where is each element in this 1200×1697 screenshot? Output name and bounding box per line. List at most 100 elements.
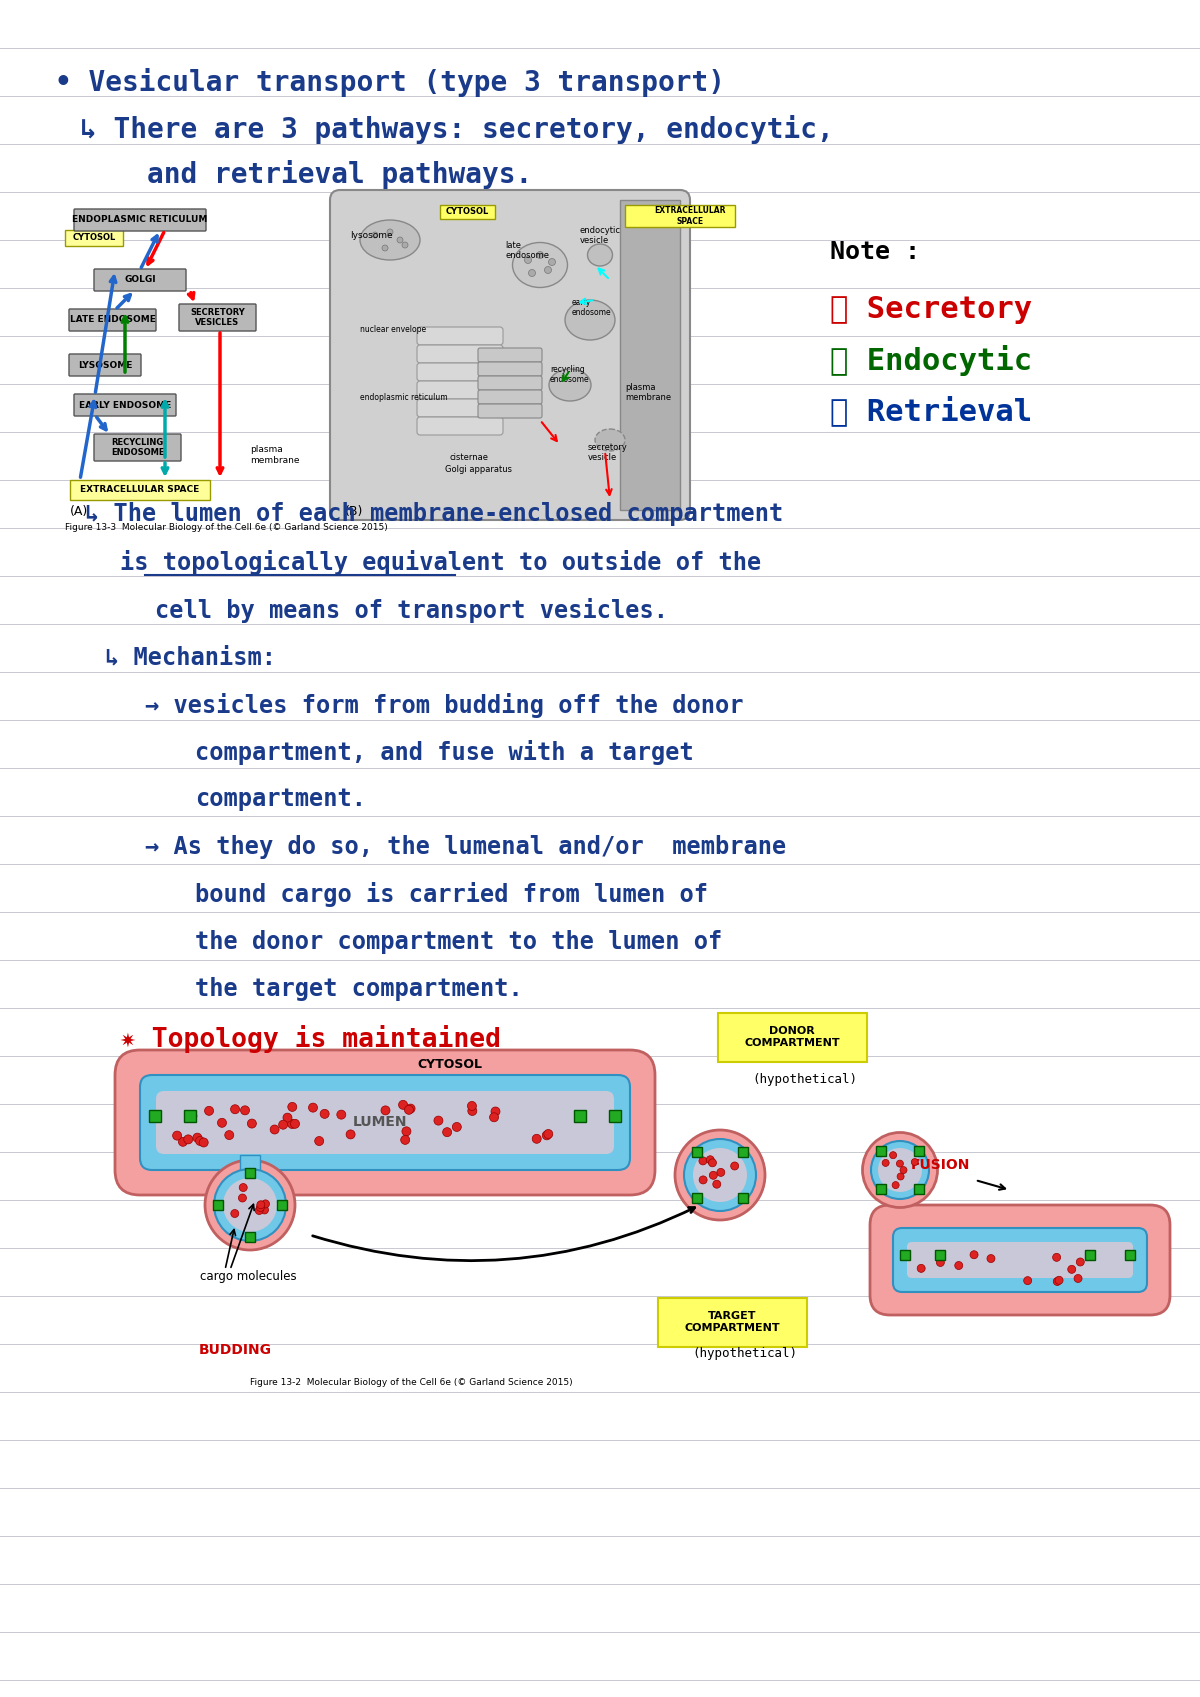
Bar (738, 1147, 748, 1157)
Text: (hypothetical): (hypothetical) (752, 1074, 858, 1086)
Ellipse shape (900, 1166, 907, 1174)
Ellipse shape (204, 1106, 214, 1115)
Text: cisternae: cisternae (450, 453, 490, 462)
Bar (692, 1147, 702, 1157)
Bar (738, 1193, 748, 1203)
Ellipse shape (337, 1110, 346, 1118)
Text: TARGET
COMPARTMENT: TARGET COMPARTMENT (684, 1312, 780, 1332)
Ellipse shape (397, 238, 403, 243)
Text: EXTRACELLULAR
SPACE: EXTRACELLULAR SPACE (654, 207, 726, 226)
Text: nuclear envelope: nuclear envelope (360, 326, 426, 334)
Text: is topologically equivalent to outside of the: is topologically equivalent to outside o… (120, 550, 761, 575)
Text: (B): (B) (346, 506, 364, 518)
Text: CYTOSOL: CYTOSOL (72, 234, 115, 243)
Ellipse shape (434, 1117, 443, 1125)
Ellipse shape (223, 1178, 277, 1232)
Ellipse shape (491, 1106, 500, 1117)
Text: LYSOSOME: LYSOSOME (78, 360, 132, 370)
Ellipse shape (468, 1106, 476, 1115)
Ellipse shape (955, 1261, 962, 1269)
Ellipse shape (533, 1134, 541, 1144)
Ellipse shape (550, 368, 592, 400)
Text: Figure 13-2  Molecular Biology of the Cell 6e (© Garland Science 2015): Figure 13-2 Molecular Biology of the Cel… (250, 1378, 572, 1386)
Ellipse shape (1055, 1276, 1063, 1285)
Ellipse shape (674, 1130, 766, 1220)
Ellipse shape (528, 270, 535, 277)
Ellipse shape (892, 1181, 899, 1188)
Ellipse shape (536, 251, 544, 258)
Bar (1126, 1251, 1135, 1259)
Text: (A): (A) (70, 506, 89, 518)
Ellipse shape (314, 1137, 324, 1145)
Text: ENDOPLASMIC RETICULUM: ENDOPLASMIC RETICULUM (72, 216, 208, 224)
Bar (876, 1185, 886, 1195)
Ellipse shape (199, 1139, 209, 1147)
Text: FUSION: FUSION (911, 1157, 970, 1173)
Text: ✷ Topology is maintained: ✷ Topology is maintained (120, 1025, 502, 1054)
Ellipse shape (262, 1200, 270, 1208)
FancyBboxPatch shape (65, 231, 124, 246)
Ellipse shape (731, 1162, 739, 1169)
Text: SECRETORY
VESICLES: SECRETORY VESICLES (190, 307, 245, 328)
FancyBboxPatch shape (70, 480, 210, 501)
Ellipse shape (239, 1195, 246, 1201)
Text: ① Secretory: ① Secretory (830, 295, 1032, 324)
Ellipse shape (708, 1159, 716, 1168)
FancyBboxPatch shape (74, 209, 206, 231)
Text: DONOR
COMPARTMENT: DONOR COMPARTMENT (744, 1027, 840, 1047)
Text: lysosome: lysosome (350, 231, 392, 239)
Text: (hypothetical): (hypothetical) (692, 1346, 798, 1359)
Text: CYTOSOL: CYTOSOL (445, 207, 488, 217)
FancyBboxPatch shape (478, 377, 542, 390)
Text: the target compartment.: the target compartment. (194, 977, 523, 1001)
Ellipse shape (542, 1130, 551, 1140)
Text: late
endosome: late endosome (505, 241, 550, 260)
Ellipse shape (544, 1130, 553, 1139)
Ellipse shape (896, 1161, 904, 1168)
Ellipse shape (490, 1113, 498, 1122)
Ellipse shape (700, 1176, 707, 1185)
Ellipse shape (257, 1201, 265, 1208)
Text: early
endosome: early endosome (572, 297, 612, 317)
Ellipse shape (380, 1106, 390, 1115)
FancyBboxPatch shape (418, 382, 503, 399)
Ellipse shape (360, 221, 420, 260)
FancyBboxPatch shape (240, 1156, 260, 1185)
Ellipse shape (406, 1105, 415, 1113)
Ellipse shape (698, 1157, 707, 1164)
FancyBboxPatch shape (70, 309, 156, 331)
Text: plasma
membrane: plasma membrane (625, 382, 671, 402)
Ellipse shape (214, 1169, 286, 1241)
FancyBboxPatch shape (74, 394, 176, 416)
Bar (610, 1110, 622, 1122)
Ellipse shape (224, 1130, 234, 1140)
FancyBboxPatch shape (478, 390, 542, 404)
Ellipse shape (1074, 1274, 1082, 1283)
Ellipse shape (595, 429, 625, 451)
Bar (914, 1185, 924, 1195)
Ellipse shape (512, 243, 568, 287)
Text: and retrieval pathways.: and retrieval pathways. (80, 160, 533, 188)
FancyBboxPatch shape (893, 1229, 1147, 1291)
Ellipse shape (230, 1105, 240, 1113)
FancyBboxPatch shape (418, 328, 503, 344)
FancyBboxPatch shape (870, 1205, 1170, 1315)
Text: CYTOSOL: CYTOSOL (418, 1059, 482, 1071)
Bar (914, 1145, 924, 1156)
Ellipse shape (443, 1129, 451, 1137)
Ellipse shape (402, 1127, 410, 1135)
Text: BUDDING: BUDDING (198, 1342, 271, 1358)
FancyBboxPatch shape (115, 1050, 655, 1195)
FancyBboxPatch shape (718, 1013, 866, 1062)
Ellipse shape (247, 1118, 257, 1129)
Text: ↳ There are 3 pathways: secretory, endocytic,: ↳ There are 3 pathways: secretory, endoc… (80, 115, 834, 144)
Ellipse shape (1076, 1257, 1085, 1266)
Ellipse shape (936, 1259, 944, 1266)
Ellipse shape (346, 1130, 355, 1139)
Ellipse shape (193, 1134, 202, 1142)
Text: EARLY ENDOSOME: EARLY ENDOSOME (79, 400, 172, 409)
Ellipse shape (889, 1152, 896, 1159)
FancyBboxPatch shape (140, 1074, 630, 1169)
FancyBboxPatch shape (94, 434, 181, 462)
FancyBboxPatch shape (440, 205, 496, 219)
